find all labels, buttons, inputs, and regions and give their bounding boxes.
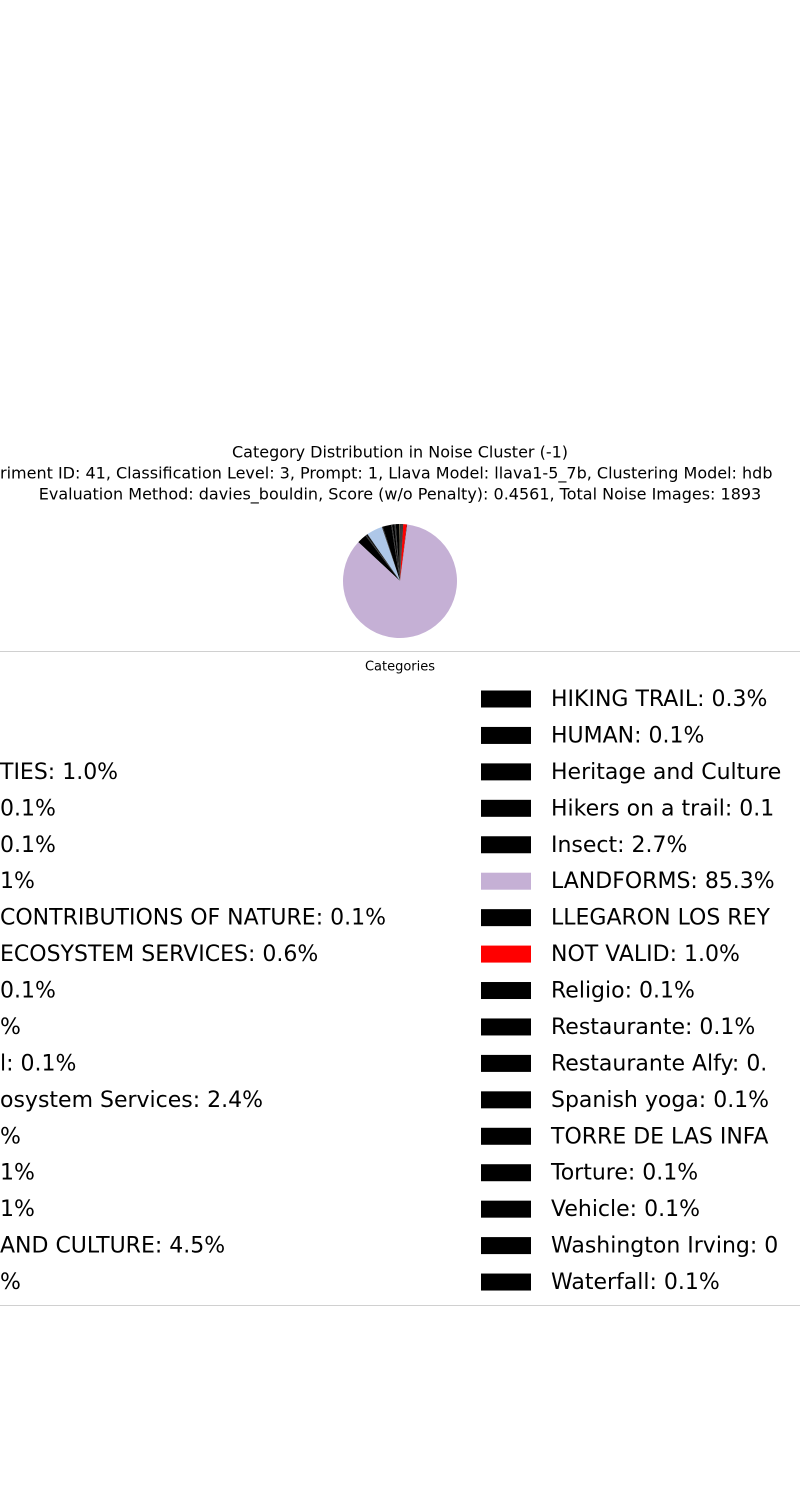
pie-slice (365, 535, 400, 581)
legend-label: Spanish yoga: 0.1% (551, 1088, 769, 1113)
pie-slice (400, 524, 407, 581)
pie-slice (382, 526, 400, 581)
pie-slice (392, 524, 400, 581)
legend-swatch (481, 1164, 531, 1182)
legend-swatch (481, 1091, 531, 1109)
legend-swatch (481, 982, 531, 1000)
pie-slice (391, 524, 400, 581)
pie-slice (394, 524, 400, 581)
pie-slice (382, 524, 400, 581)
legend-swatch (481, 1237, 531, 1255)
pie-slice (399, 524, 400, 581)
legend-label: LLEGARON LOS REY (551, 906, 770, 931)
legend-label: Heritage and Culture (551, 760, 781, 785)
legend-label: NOT VALID: 1.0% (551, 942, 740, 967)
legend-label: % (0, 1015, 21, 1040)
pie-slice (400, 524, 402, 581)
legend-label: 0.1% (0, 833, 56, 858)
legend-label: Vehicle: 0.1% (551, 1197, 700, 1222)
pie-slice (343, 524, 457, 638)
legend-swatch (481, 1127, 531, 1145)
legend-label: 0.1% (0, 979, 56, 1004)
legend-label: l: 0.1% (0, 1051, 76, 1076)
pie-slice (395, 524, 400, 581)
legend-label: Restaurante Alfy: 0. (551, 1051, 767, 1076)
legend-label: Restaurante: 0.1% (551, 1015, 755, 1040)
chart-subtitle: Evaluation Method: davies_bouldin, Score… (39, 485, 761, 505)
legend-label: Insect: 2.7% (551, 833, 687, 858)
pie-slice (366, 534, 400, 581)
pie-slice (400, 524, 408, 581)
legend-label: % (0, 1270, 21, 1295)
legend-swatch (481, 690, 531, 708)
legend-title: Categories (365, 660, 435, 675)
legend-swatch (481, 836, 531, 854)
legend-label: Torture: 0.1% (550, 1161, 698, 1186)
legend-swatch (481, 1273, 531, 1291)
chart-title: Category Distribution in Noise Cluster (… (232, 443, 568, 462)
legend-label: 1% (0, 869, 35, 894)
pie-slice (391, 524, 400, 581)
legend-label: LANDFORMS: 85.3% (551, 869, 775, 894)
legend-swatch (481, 1018, 531, 1036)
legend-label: HUMAN: 0.1% (551, 723, 704, 748)
legend-label: AND CULTURE: 4.5% (0, 1234, 225, 1259)
legend-swatch (481, 726, 531, 744)
legend-swatch (481, 799, 531, 817)
pie-slice (400, 524, 404, 581)
legend-swatch (481, 945, 531, 963)
legend-swatch (481, 763, 531, 781)
pie-slice (395, 524, 400, 581)
legend-label: Waterfall: 0.1% (551, 1270, 720, 1295)
pie-slice (358, 535, 400, 581)
pie-slice (367, 534, 400, 581)
pie-slice (394, 524, 400, 581)
legend-label: 0.1% (0, 796, 56, 821)
chart-subtitle: riment ID: 41, Classification Level: 3, … (0, 464, 772, 484)
pie-slice (395, 524, 400, 581)
pie-slice (400, 524, 403, 581)
legend-swatch (481, 909, 531, 927)
legend-label: 1% (0, 1161, 35, 1186)
pie-slice (366, 535, 400, 581)
legend-label: CONTRIBUTIONS OF NATURE: 0.1% (0, 906, 386, 931)
pie-slice (400, 524, 401, 581)
legend-swatch (481, 1200, 531, 1218)
pie-slice (400, 524, 403, 581)
legend-swatch (481, 1054, 531, 1072)
legend-label: Washington Irving: 0 (551, 1234, 778, 1259)
legend-swatch (481, 872, 531, 890)
legend-label: HIKING TRAIL: 0.3% (551, 687, 767, 712)
legend-label: TIES: 1.0% (0, 760, 118, 785)
pie-slice (400, 524, 403, 581)
pie-slice (400, 524, 402, 581)
legend-label: osystem Services: 2.4% (0, 1088, 263, 1113)
pie-slice (381, 526, 400, 581)
legend-label: ECOSYSTEM SERVICES: 0.6% (0, 942, 318, 967)
legend-label: % (0, 1124, 21, 1149)
pie-slice (367, 526, 400, 581)
legend-label: 1% (0, 1197, 35, 1222)
pie-slice (382, 526, 400, 581)
legend-label: TORRE DE LAS INFA (550, 1124, 768, 1149)
pie-slice (400, 524, 402, 581)
legend-label: Hikers on a trail: 0.1 (551, 796, 774, 821)
legend-label: Religio: 0.1% (551, 979, 695, 1004)
pie-slice (365, 535, 400, 581)
pie-slice (391, 524, 400, 581)
